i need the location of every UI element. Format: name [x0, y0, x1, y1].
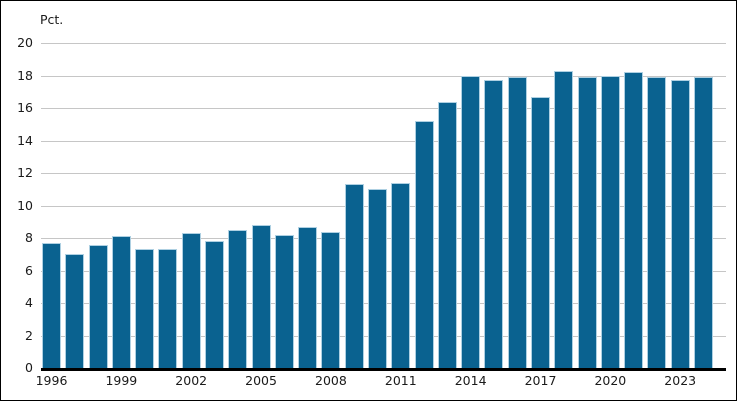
x-tick-label-2008: 2008 — [315, 373, 347, 388]
bar-2017 — [531, 96, 550, 368]
y-tick-label-16: 16 — [17, 100, 33, 115]
gridline-14 — [41, 140, 726, 142]
bar-2022 — [647, 77, 667, 368]
bar-1998 — [88, 244, 108, 368]
y-tick-label-10: 10 — [17, 197, 33, 213]
bar-1996 — [42, 242, 61, 368]
gridline-16 — [41, 108, 726, 109]
x-tick-label-1996: 1996 — [35, 373, 68, 388]
bar-2002 — [181, 233, 201, 368]
bar-2006 — [274, 234, 294, 368]
bar-2019 — [577, 77, 597, 368]
bar-2023 — [670, 80, 690, 368]
bar-2021 — [624, 72, 644, 368]
bar-2000 — [135, 249, 155, 368]
gridline-18 — [41, 75, 726, 77]
y-tick-label-18: 18 — [17, 67, 33, 83]
gridline-12 — [41, 173, 726, 174]
bar-2014 — [461, 75, 481, 368]
x-tick-label-2020: 2020 — [594, 373, 627, 388]
plot-area — [41, 43, 726, 371]
x-tick-label-2017: 2017 — [524, 373, 557, 388]
bar-2001 — [158, 249, 178, 368]
x-tick-label-1999: 1999 — [105, 373, 138, 388]
bar-2008 — [321, 231, 341, 368]
y-tick-label-6: 6 — [25, 262, 33, 278]
y-tick-label-8: 8 — [25, 230, 33, 245]
bar-2005 — [251, 225, 271, 368]
y-tick-label-12: 12 — [17, 165, 33, 180]
x-tick-label-2014: 2014 — [454, 373, 487, 388]
bar-2020 — [600, 75, 620, 368]
y-axis-unit-label: Pct. — [40, 12, 64, 27]
x-tick-label-2011: 2011 — [384, 373, 417, 388]
bar-2013 — [437, 101, 457, 368]
bar-2009 — [344, 184, 364, 368]
bar-2010 — [368, 189, 387, 368]
bar-2004 — [228, 229, 248, 368]
bar-2018 — [554, 70, 574, 368]
bar-2016 — [507, 77, 527, 368]
bar-2015 — [484, 80, 504, 368]
bar-1999 — [111, 236, 131, 368]
gridline-20 — [41, 43, 726, 44]
bar-2003 — [205, 241, 224, 368]
bar-2012 — [414, 121, 434, 368]
y-tick-label-0: 0 — [25, 360, 33, 375]
bar-1997 — [65, 254, 85, 368]
y-tick-label-4: 4 — [25, 295, 33, 310]
x-tick-label-2023: 2023 — [664, 373, 697, 388]
y-tick-label-20: 20 — [17, 35, 33, 50]
bar-2024 — [694, 77, 713, 368]
x-tick-label-2005: 2005 — [245, 373, 277, 388]
bar-2007 — [298, 226, 318, 368]
y-tick-label-14: 14 — [17, 132, 33, 148]
x-tick-label-2002: 2002 — [175, 373, 208, 388]
bar-2011 — [391, 182, 411, 368]
y-tick-label-2: 2 — [25, 327, 33, 343]
